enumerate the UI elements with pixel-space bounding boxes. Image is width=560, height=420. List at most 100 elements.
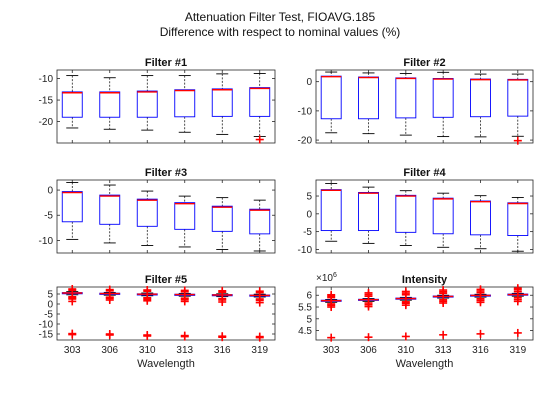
y-tick-label: -10 <box>39 320 54 331</box>
subplot-4: Filter #4 5 0 -5 -10 <box>298 167 534 256</box>
iqr-box <box>432 197 454 235</box>
y-tick-label: 5.5 <box>298 303 312 314</box>
axes-frame <box>315 179 534 254</box>
subplot-title: Filter #3 <box>145 167 187 179</box>
box-310 <box>395 73 417 136</box>
y-tick-label: -15 <box>39 330 54 341</box>
box-319 <box>249 199 271 252</box>
y-tick-label: 0 <box>306 77 312 88</box>
y-tick-label: 4.5 <box>298 326 312 337</box>
box-306 <box>358 72 379 135</box>
y-tick-label: -20 <box>298 136 313 147</box>
x-tick-label: 316 <box>214 345 231 356</box>
box-303 <box>61 182 83 240</box>
x-tick-label: 319 <box>251 345 268 356</box>
box-313 <box>432 71 454 138</box>
x-tick-label: 303 <box>323 345 340 356</box>
y-tick-label: -15 <box>39 96 54 107</box>
box-319 <box>507 196 529 252</box>
box-310 <box>136 75 158 131</box>
subplot-title: Filter #5 <box>145 274 187 286</box>
box-303 <box>320 290 342 342</box>
iqr-box <box>249 87 271 117</box>
box-303 <box>320 183 342 242</box>
axes-frame <box>315 69 534 144</box>
iqr-box <box>507 202 529 237</box>
x-tick-label: 310 <box>139 345 156 356</box>
iqr-box <box>136 198 158 227</box>
exponent-power: 6 <box>333 272 337 279</box>
box-310 <box>395 287 417 341</box>
iqr-box <box>174 89 196 118</box>
x-axis-label: Wavelength <box>396 358 454 370</box>
y-tick-label: -5 <box>44 211 53 222</box>
box-310 <box>136 190 158 246</box>
axes-frame <box>56 179 276 254</box>
box-306 <box>99 285 121 339</box>
y-tick-label: -5 <box>303 227 312 238</box>
subplot-title: Intensity <box>402 274 448 286</box>
box-316 <box>211 286 233 342</box>
box-306 <box>99 77 121 130</box>
box-303 <box>61 75 83 129</box>
box-316 <box>211 197 233 250</box>
iqr-box <box>358 192 379 232</box>
box-306 <box>358 186 379 244</box>
box-310 <box>395 190 417 246</box>
box-303 <box>320 71 342 134</box>
box-316 <box>211 73 233 135</box>
iqr-box <box>136 90 158 118</box>
x-axis-label: Wavelength <box>137 358 195 370</box>
figure-title: Attenuation Filter Test, FIOAVG.185 <box>184 10 376 24</box>
y-tick-label: 0 <box>306 209 312 220</box>
box-316 <box>470 195 491 250</box>
box-319 <box>249 287 271 342</box>
y-tick-label: 5 <box>306 192 312 203</box>
subplot-1: Filter #1 -10 -15 -20 <box>39 57 276 144</box>
box-313 <box>174 195 196 248</box>
box-306 <box>99 184 121 244</box>
box-319 <box>249 72 271 144</box>
iqr-box <box>470 200 491 236</box>
iqr-box <box>99 91 121 118</box>
box-303 <box>61 285 83 339</box>
x-tick-label: 313 <box>176 345 193 356</box>
iqr-box <box>61 91 83 118</box>
y-tick-label: 0 <box>47 186 53 197</box>
iqr-box <box>211 205 233 232</box>
subplot-title: Filter #4 <box>403 167 446 179</box>
x-tick-label: 319 <box>509 345 526 356</box>
y-tick-label: -10 <box>298 245 313 256</box>
subplot-title: Filter #1 <box>145 57 187 69</box>
box-313 <box>432 286 454 339</box>
box-316 <box>470 285 491 338</box>
y-tick-label: -10 <box>298 106 313 117</box>
box-313 <box>432 192 454 248</box>
x-tick-label: 313 <box>435 345 452 356</box>
box-306 <box>358 288 379 342</box>
subplot-5: Filter #5 50-5-10-15 303 306 310 313 316 319 Wav… <box>39 274 276 370</box>
box-310 <box>136 286 158 340</box>
y-tick-label: 5 <box>47 290 53 301</box>
subplot-title: Filter #2 <box>403 57 445 69</box>
y-tick-label: 6 <box>306 291 312 302</box>
iqr-box <box>211 88 233 117</box>
iqr-box <box>249 208 271 235</box>
x-tick-label: 303 <box>64 345 81 356</box>
y-tick-label: -10 <box>39 74 54 85</box>
x-tick-label: 316 <box>472 345 489 356</box>
box-319 <box>507 284 529 337</box>
x-tick-label: 306 <box>360 345 377 356</box>
iqr-box <box>99 194 121 225</box>
axes-frame <box>56 286 276 341</box>
box-319 <box>507 73 529 145</box>
iqr-box <box>320 189 342 232</box>
iqr-box <box>174 202 196 230</box>
box-316 <box>470 73 491 138</box>
y-tick-label: -10 <box>39 236 54 247</box>
y-tick-label: -20 <box>39 117 54 128</box>
x-tick-label: 310 <box>397 345 414 356</box>
